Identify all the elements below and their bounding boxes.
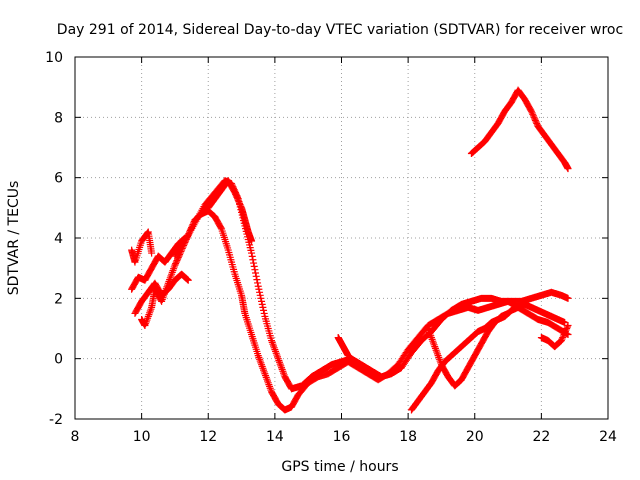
data-point	[253, 276, 261, 284]
x-tick-label: 14	[266, 429, 284, 445]
series-track-3	[128, 228, 156, 266]
x-tick-label: 22	[532, 429, 550, 445]
y-tick-label: 0	[54, 352, 63, 368]
data-series	[128, 86, 572, 414]
data-point	[233, 193, 241, 201]
chart-title: Day 291 of 2014, Sidereal Day-to-day VTE…	[57, 22, 623, 38]
data-point	[561, 328, 569, 336]
data-point	[234, 195, 242, 203]
data-point	[252, 272, 260, 280]
data-point	[252, 269, 260, 277]
x-tick-label: 16	[333, 429, 351, 445]
data-point	[254, 279, 262, 287]
data-point	[533, 119, 541, 127]
data-point	[217, 224, 225, 232]
data-point	[562, 326, 570, 334]
series-track-7	[407, 300, 569, 414]
data-point	[344, 352, 352, 360]
data-point	[260, 309, 268, 317]
data-point	[256, 291, 264, 299]
y-tick-label: -2	[49, 412, 63, 428]
data-point	[557, 337, 565, 345]
data-point	[248, 252, 256, 260]
data-point	[527, 107, 535, 115]
x-tick-label: 12	[199, 429, 217, 445]
data-point	[232, 192, 240, 200]
data-point	[259, 303, 267, 311]
y-axis-ticks: -2 0 2 4 6 8 10	[45, 50, 608, 428]
data-point	[173, 257, 181, 265]
y-tick-label: 6	[54, 171, 63, 187]
data-point	[251, 266, 259, 274]
data-point	[236, 201, 244, 209]
data-point	[256, 288, 264, 296]
data-point	[531, 116, 539, 124]
data-point	[529, 112, 537, 120]
data-point	[563, 325, 571, 332]
data-point	[184, 276, 192, 284]
x-tick-label: 20	[466, 429, 484, 445]
data-point	[232, 190, 240, 198]
data-point	[564, 294, 572, 302]
data-point	[530, 113, 538, 121]
series-track-11	[334, 334, 352, 360]
x-axis-ticks: 8 10 12 14 16 18 20 22 24	[71, 57, 617, 445]
data-point	[148, 249, 156, 257]
y-tick-label: 8	[54, 110, 63, 126]
x-axis-label: GPS time / hours	[281, 459, 398, 475]
data-point	[559, 332, 567, 340]
x-tick-label: 18	[399, 429, 417, 445]
series-track-10	[467, 86, 572, 173]
data-point	[529, 110, 537, 118]
data-point	[171, 261, 179, 269]
data-point	[258, 300, 266, 308]
x-tick-label: 24	[599, 429, 617, 445]
data-point	[254, 282, 262, 290]
series-track-6	[204, 177, 256, 245]
data-point	[248, 237, 256, 245]
data-point	[235, 198, 243, 206]
data-point	[564, 321, 572, 329]
data-point	[250, 259, 258, 267]
data-point	[563, 323, 571, 331]
y-tick-label: 10	[45, 50, 63, 66]
y-tick-label: 4	[54, 231, 63, 247]
data-point	[564, 165, 572, 173]
series-track-5	[171, 177, 572, 393]
data-point	[183, 275, 191, 283]
series-track-8	[424, 309, 512, 390]
data-point	[531, 115, 539, 123]
data-point	[248, 249, 256, 257]
data-point	[184, 276, 192, 284]
y-tick-label: 2	[54, 291, 63, 307]
data-point	[234, 196, 242, 204]
data-point	[532, 118, 540, 126]
data-point	[172, 260, 180, 268]
data-point	[249, 256, 257, 264]
data-point	[504, 309, 512, 317]
data-point	[561, 329, 569, 337]
data-point	[528, 109, 536, 117]
data-point	[257, 294, 265, 302]
data-point	[558, 335, 566, 343]
data-point	[231, 189, 239, 197]
series-track-9	[537, 321, 572, 351]
data-point	[250, 262, 258, 270]
data-point	[236, 199, 244, 207]
data-point	[258, 297, 266, 305]
data-point	[561, 318, 569, 326]
data-point	[172, 258, 180, 266]
data-point	[260, 306, 268, 314]
data-point	[144, 229, 152, 237]
x-tick-label: 10	[133, 429, 151, 445]
data-point	[559, 334, 567, 342]
data-point	[255, 285, 263, 293]
data-point	[560, 331, 568, 339]
x-tick-label: 8	[71, 429, 80, 445]
y-axis-label: SDTVAR / TECUs	[6, 181, 22, 296]
